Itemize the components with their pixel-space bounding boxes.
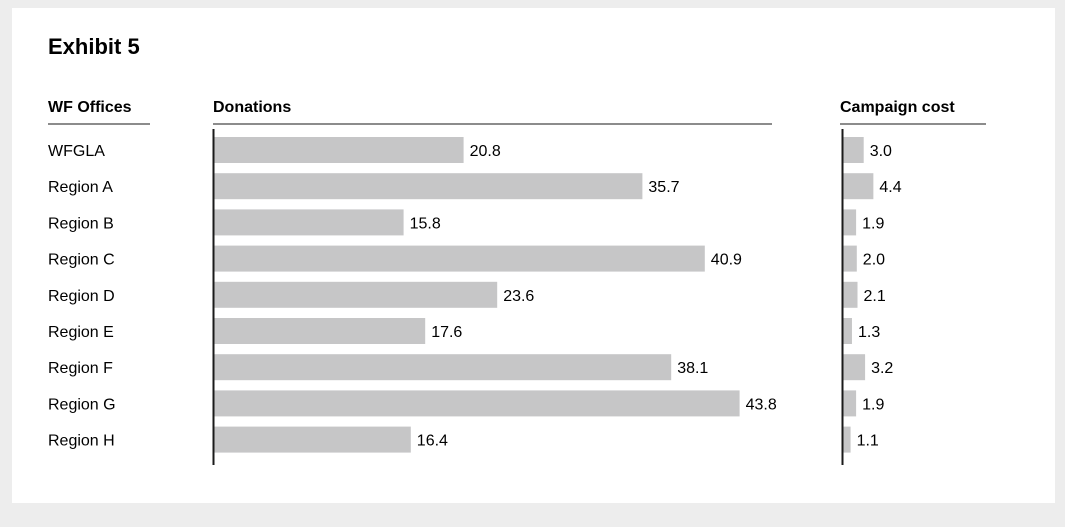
- donations-bar: [214, 281, 498, 308]
- category-column-header: WF Offices: [48, 99, 132, 116]
- campaign-cost-value-label: 1.3: [858, 324, 880, 341]
- donations-value-label: 16.4: [417, 433, 448, 450]
- category-label: Region D: [48, 288, 115, 305]
- donations-bar: [214, 354, 672, 381]
- donations-value-label: 43.8: [746, 396, 777, 413]
- campaign-cost-value-label: 1.1: [857, 433, 879, 450]
- donations-value-label: 20.8: [470, 143, 501, 160]
- campaign-cost-bar: [843, 173, 874, 200]
- campaign-cost-bar: [843, 426, 851, 453]
- donations-bar: [214, 209, 404, 236]
- campaign-cost-bar: [843, 354, 866, 381]
- campaign-cost-value-label: 2.1: [863, 288, 885, 305]
- category-label: Region C: [48, 252, 115, 269]
- donations-value-label: 17.6: [431, 324, 462, 341]
- chart-rows: WFGLA 20.8 3.0 Region A 35.7 4.4 Region B 15.8 1…: [48, 137, 902, 453]
- campaign-cost-column-header: Campaign cost: [840, 99, 955, 116]
- campaign-cost-value-label: 3.0: [870, 143, 892, 160]
- donations-bar: [214, 390, 740, 417]
- category-label: Region H: [48, 433, 115, 450]
- donations-value-label: 40.9: [711, 252, 742, 269]
- category-label: Region A: [48, 179, 113, 196]
- donations-bar: [214, 426, 411, 453]
- donations-value-label: 38.1: [677, 360, 708, 377]
- category-label: WFGLA: [48, 143, 105, 160]
- campaign-cost-bar: [843, 318, 852, 344]
- donations-value-label: 35.7: [648, 179, 679, 196]
- campaign-cost-value-label: 1.9: [862, 396, 884, 413]
- category-label: Region F: [48, 360, 113, 377]
- donations-bar: [214, 137, 464, 163]
- donations-bar: [214, 318, 426, 344]
- category-label: Region G: [48, 396, 116, 413]
- category-label: Region B: [48, 215, 114, 232]
- chart-card: Exhibit 5 WF Offices Donations Campaign …: [12, 8, 1055, 503]
- campaign-cost-bar: [843, 390, 857, 417]
- campaign-cost-value-label: 4.4: [879, 179, 901, 196]
- donations-column-header: Donations: [213, 99, 291, 116]
- campaign-cost-bar: [843, 281, 858, 308]
- campaign-cost-bar: [843, 137, 864, 163]
- campaign-cost-value-label: 3.2: [871, 360, 893, 377]
- bar-chart: Exhibit 5 WF Offices Donations Campaign …: [48, 34, 986, 465]
- campaign-cost-value-label: 2.0: [863, 252, 885, 269]
- campaign-cost-bar: [843, 245, 857, 272]
- campaign-cost-value-label: 1.9: [862, 215, 884, 232]
- chart-title: Exhibit 5: [48, 34, 140, 59]
- donations-bar: [214, 245, 705, 272]
- campaign-cost-bar: [843, 209, 857, 236]
- donations-bar: [214, 173, 643, 200]
- donations-value-label: 15.8: [410, 215, 441, 232]
- donations-value-label: 23.6: [503, 288, 534, 305]
- category-label: Region E: [48, 324, 114, 341]
